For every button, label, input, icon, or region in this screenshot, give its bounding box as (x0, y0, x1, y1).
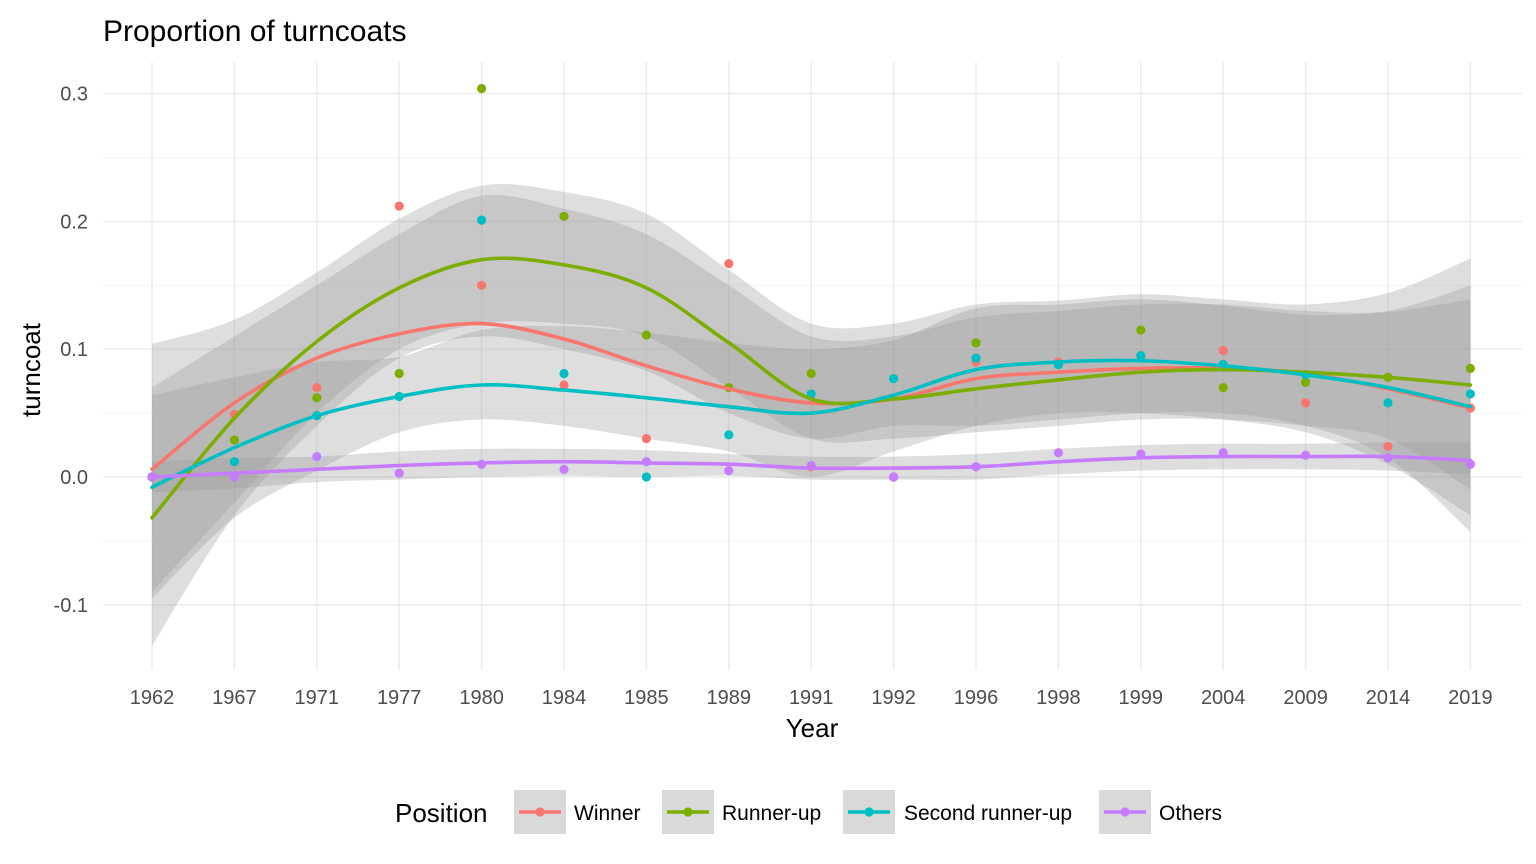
data-point (1136, 350, 1146, 361)
x-tick-label: 2014 (1366, 687, 1411, 709)
x-tick-label: 1962 (130, 687, 175, 709)
y-tick-label: 0.0 (60, 467, 88, 489)
x-tick-label: 1984 (542, 687, 587, 709)
x-tick-label: 1999 (1119, 687, 1164, 709)
legend-title: Position (395, 798, 488, 828)
data-point (971, 338, 981, 348)
data-point (477, 83, 487, 94)
data-point (641, 330, 652, 340)
chart-title: Proportion of turncoats (103, 15, 407, 48)
data-point (1301, 398, 1311, 408)
data-point (1383, 441, 1393, 451)
data-point (312, 393, 322, 403)
series-line (150, 454, 1473, 479)
data-point (724, 466, 734, 476)
data-point (1383, 398, 1393, 408)
data-point (1465, 389, 1475, 399)
x-tick-label: 1967 (212, 687, 257, 709)
legend-key-point (683, 807, 693, 817)
x-tick-label: 2009 (1283, 687, 1328, 709)
data-point (559, 380, 569, 390)
data-point (312, 382, 322, 393)
data-point (394, 368, 404, 379)
plot-panel: -0.1 0.0 0.1 0.2 0.3 1962 1967 1971 1977 1980 1984… (54, 62, 1522, 709)
data-point (724, 258, 734, 269)
series-line (150, 256, 1473, 520)
x-tick-label: 1991 (789, 687, 834, 709)
y-tick-label: -0.1 (54, 595, 88, 617)
legend-key-point (864, 807, 874, 817)
data-point (1301, 377, 1311, 388)
data-point (641, 434, 652, 444)
data-point (889, 373, 899, 384)
data-point (724, 430, 734, 440)
legend-label: Winner (574, 802, 641, 825)
x-tick-label: 1971 (295, 687, 340, 709)
series-line (150, 358, 1473, 489)
legend-label: Second runner-up (904, 802, 1072, 825)
data-point (806, 368, 816, 379)
data-point (1465, 363, 1475, 373)
data-point (559, 464, 569, 474)
legend-key-point (1120, 807, 1130, 817)
x-tick-label: 1992 (871, 687, 916, 709)
data-point (1218, 382, 1228, 393)
legend: Position Winner Runner-up Second runner-up… (395, 790, 1222, 834)
x-tick-label: 2004 (1201, 687, 1246, 709)
data-point (477, 215, 487, 225)
y-tick-label: 0.2 (60, 211, 88, 233)
legend-key-point (535, 807, 545, 817)
legend-label: Runner-up (722, 802, 821, 825)
x-tick-label: 1980 (459, 687, 504, 709)
data-point (477, 280, 487, 290)
y-tick-label: 0.1 (60, 339, 88, 361)
legend-label: Others (1159, 802, 1222, 825)
data-point (559, 211, 569, 221)
data-point (1136, 325, 1146, 335)
data-point (806, 389, 816, 399)
data-point (559, 368, 569, 379)
data-point (1053, 448, 1063, 458)
x-tick-label: 1977 (377, 687, 422, 709)
x-axis-title: Year (786, 713, 839, 743)
data-point (971, 353, 981, 363)
data-point (1218, 345, 1228, 356)
x-tick-label: 1989 (707, 687, 752, 709)
x-tick-label: 1996 (954, 687, 999, 709)
x-tick-label: 1998 (1036, 687, 1081, 709)
data-point (229, 435, 239, 445)
confidence-band (152, 299, 1471, 599)
y-axis-title: turncoat (16, 322, 46, 417)
data-point (889, 472, 899, 482)
data-point (312, 451, 322, 462)
data-point (394, 201, 404, 211)
data-point (641, 472, 652, 482)
x-tick-label: 1985 (624, 687, 669, 709)
y-tick-label: 0.3 (60, 84, 88, 106)
x-tick-label: 2019 (1448, 687, 1493, 709)
data-point (229, 457, 239, 467)
data-point (394, 468, 404, 478)
